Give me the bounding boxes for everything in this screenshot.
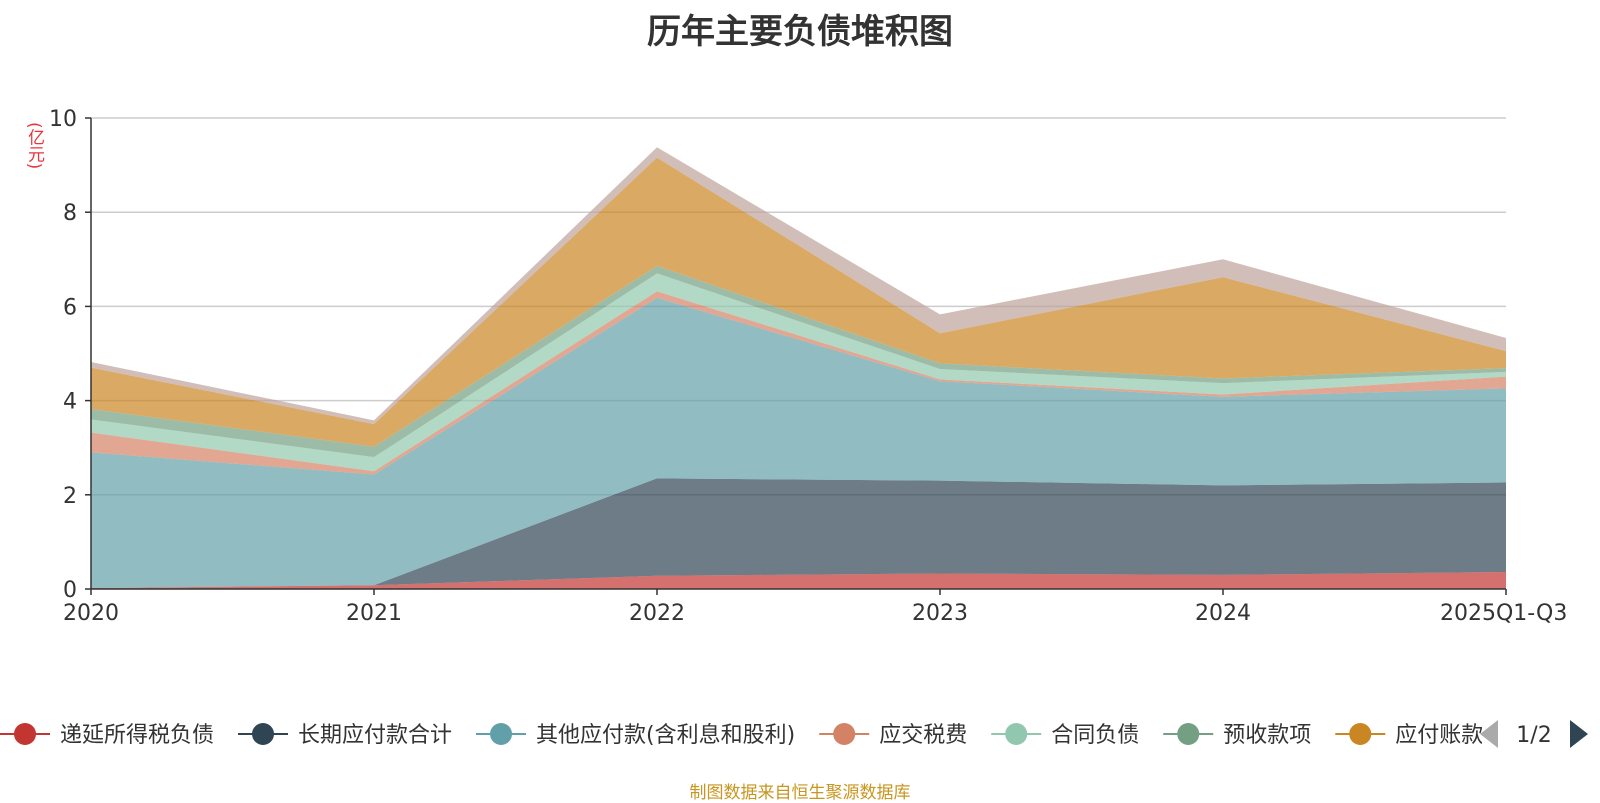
legend-marker-icon xyxy=(833,723,856,745)
area-series-7[interactable] xyxy=(91,147,1506,425)
y-tick-label: 0 xyxy=(63,578,77,603)
legend-pager: 1/2 xyxy=(1480,720,1588,748)
legend-label: 应交税费 xyxy=(879,723,967,748)
x-tick-label: 2020 xyxy=(63,601,119,626)
legend-item[interactable]: 合同负债 xyxy=(991,723,1139,748)
y-tick-label: 2 xyxy=(63,484,77,509)
legend-marker-icon xyxy=(252,723,275,745)
y-axis-unit-label: (亿元) xyxy=(24,122,44,170)
x-tick-label: 2023 xyxy=(912,601,968,626)
area-series-2[interactable] xyxy=(91,297,1506,589)
x-tick-label: 2025Q1-Q3 xyxy=(1440,601,1567,626)
y-tick-label: 10 xyxy=(49,107,77,132)
legend-item[interactable]: 递延所得税负债 xyxy=(0,723,214,748)
area-series-4[interactable] xyxy=(91,273,1506,472)
legend-marker-icon xyxy=(1177,723,1200,745)
area-series-1[interactable] xyxy=(91,478,1506,589)
legend-item[interactable]: 应交税费 xyxy=(819,723,967,748)
area-series-6[interactable] xyxy=(91,157,1506,447)
y-tick-label: 8 xyxy=(63,201,77,226)
y-tick-label: 4 xyxy=(63,390,77,415)
legend-page-indicator: 1/2 xyxy=(1516,723,1551,748)
area-series-0[interactable] xyxy=(91,572,1506,589)
legend-label: 预收款项 xyxy=(1223,723,1311,748)
legend-marker-icon xyxy=(14,723,36,745)
legend-marker-icon xyxy=(1349,723,1372,745)
legend-next-page-icon[interactable] xyxy=(1570,720,1588,748)
axes: 0 2 4 6 8 10 2020 2021 2022 2023 2024 2025Q1-Q3 xyxy=(49,107,1567,626)
legend-label: 长期应付款合计 xyxy=(298,723,452,748)
legend: 递延所得税负债 长期应付款合计 其他应付款(含利息和股利) 应交税费 合同负债 预收款项 应… xyxy=(0,723,1483,748)
area-series-3[interactable] xyxy=(91,291,1506,475)
legend-label: 其他应付款(含利息和股利) xyxy=(536,723,795,748)
legend-item[interactable]: 预收款项 xyxy=(1163,723,1311,748)
data-source-note: 制图数据来自恒生聚源数据库 xyxy=(689,783,911,803)
y-tick-label: 6 xyxy=(63,295,77,320)
x-tick-label: 2022 xyxy=(629,601,685,626)
legend-prev-page-icon[interactable] xyxy=(1480,720,1498,748)
chart-title: 历年主要负债堆积图 xyxy=(647,12,953,52)
x-tick-label: 2021 xyxy=(346,601,402,626)
legend-label: 应付账款 xyxy=(1395,723,1483,748)
x-tick-label: 2024 xyxy=(1195,601,1251,626)
area-series xyxy=(91,147,1506,589)
legend-marker-icon xyxy=(1005,723,1028,745)
legend-label: 递延所得税负债 xyxy=(60,723,214,748)
legend-item[interactable]: 长期应付款合计 xyxy=(238,723,452,748)
legend-item[interactable]: 其他应付款(含利息和股利) xyxy=(476,723,795,748)
legend-item[interactable]: 应付账款 xyxy=(1335,723,1483,748)
legend-marker-icon xyxy=(490,723,513,745)
area-series-5[interactable] xyxy=(91,265,1506,458)
legend-label: 合同负债 xyxy=(1051,723,1139,748)
